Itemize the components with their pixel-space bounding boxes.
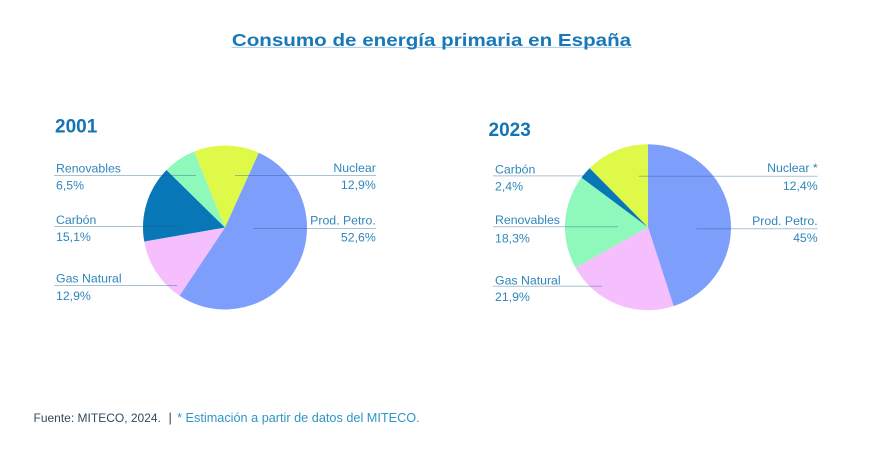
svg-text:21,9%: 21,9%: [495, 290, 530, 304]
svg-text:Nuclear *: Nuclear *: [767, 161, 818, 175]
svg-text:2,4%: 2,4%: [495, 180, 523, 194]
svg-text:12,9%: 12,9%: [341, 178, 376, 192]
svg-text:Gas Natural: Gas Natural: [56, 272, 122, 286]
svg-text:Renovables: Renovables: [56, 161, 121, 175]
svg-text:18,3%: 18,3%: [495, 231, 530, 245]
svg-text:15,1%: 15,1%: [56, 230, 91, 244]
svg-text:Fuente: MITECO, 2024.|* Estima: Fuente: MITECO, 2024. | * Estimación a par…: [34, 410, 420, 425]
svg-text:Consumo de energía primaria en: Consumo de energía primaria en España: [232, 31, 632, 50]
svg-text:Nuclear: Nuclear: [333, 161, 375, 175]
svg-text:12,4%: 12,4%: [783, 179, 818, 193]
svg-text:Carbón: Carbón: [56, 213, 96, 227]
svg-text:2001: 2001: [55, 117, 98, 138]
svg-text:Carbón: Carbón: [495, 162, 535, 176]
svg-text:Prod. Petro.: Prod. Petro.: [752, 214, 818, 228]
svg-text:Renovables: Renovables: [495, 213, 560, 227]
svg-text:45%: 45%: [793, 231, 818, 245]
svg-text:2023: 2023: [489, 120, 531, 141]
svg-text:6,5%: 6,5%: [56, 179, 84, 193]
svg-text:Gas Natural: Gas Natural: [495, 273, 561, 287]
svg-text:12,9%: 12,9%: [56, 289, 91, 303]
svg-text:52,6%: 52,6%: [341, 230, 376, 244]
svg-text:Prod. Petro.: Prod. Petro.: [310, 214, 376, 228]
